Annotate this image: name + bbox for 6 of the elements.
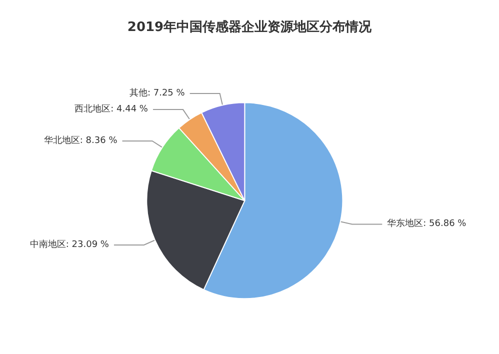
slice-label: 华北地区: 8.36 % <box>44 134 118 146</box>
slice-label: 其他: 7.25 % <box>129 87 186 98</box>
slice-label: 西北地区: 4.44 % <box>74 104 148 115</box>
slice-label: 华东地区: 56.86 % <box>387 218 467 230</box>
chart-title: 2019年中国传感器企业资源地区分布情况 <box>127 19 373 35</box>
slice-label: 中南地区: 23.09 % <box>30 238 110 250</box>
